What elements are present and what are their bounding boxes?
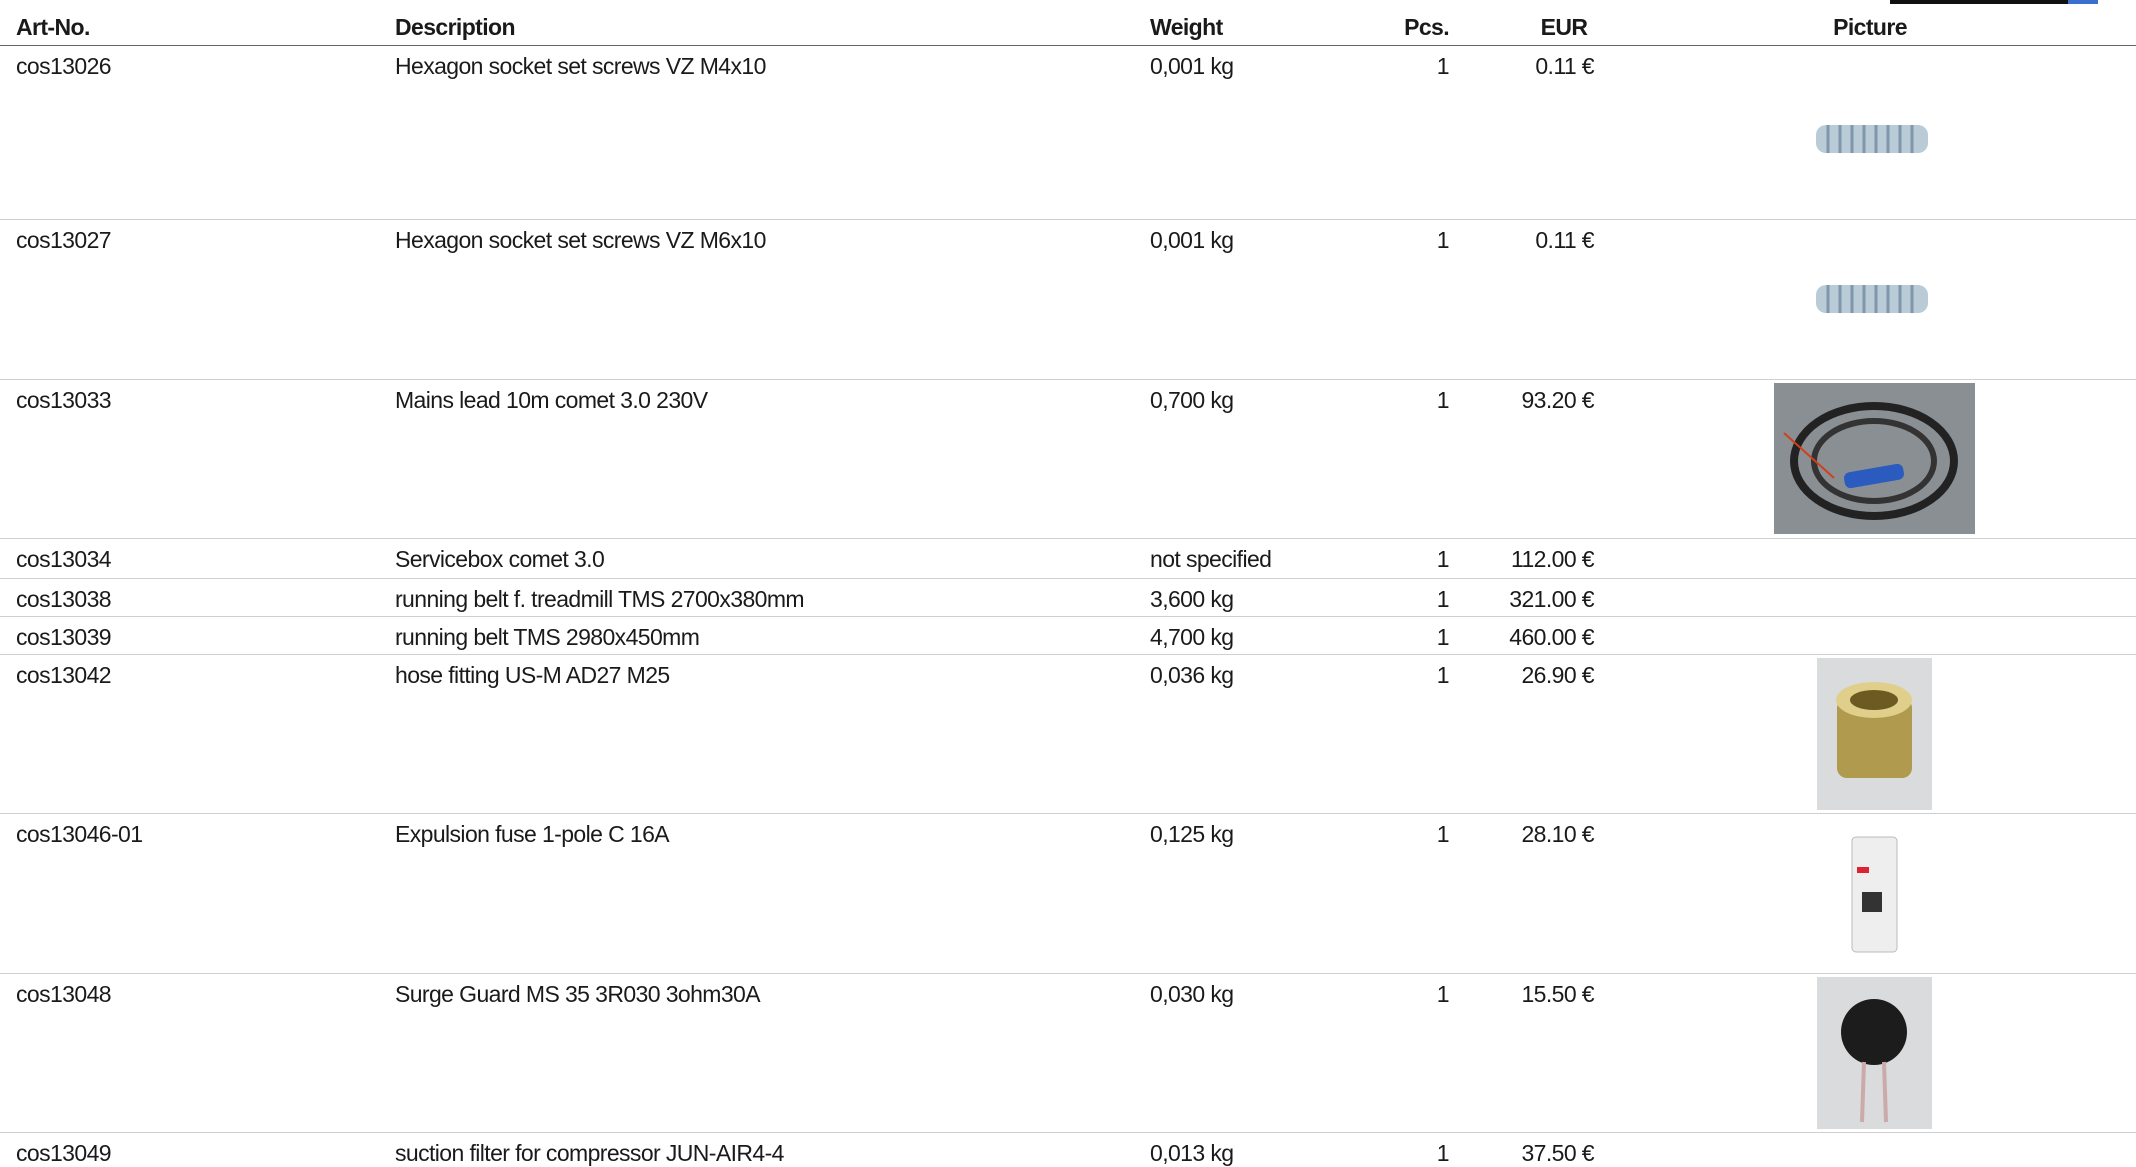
picture-cable xyxy=(1774,383,1975,534)
pieces: 1 xyxy=(1436,624,1450,650)
pieces: 1 xyxy=(1436,821,1450,847)
price: 37.50 € xyxy=(1521,1140,1594,1166)
description: Hexagon socket set screws VZ M6x10 xyxy=(395,227,766,253)
art-no: cos13034 xyxy=(16,546,112,572)
description: running belt f. treadmill TMS 2700x380mm xyxy=(395,586,805,612)
picture-varistor xyxy=(1817,977,1932,1129)
description: Surge Guard MS 35 3R030 3ohm30A xyxy=(395,981,761,1007)
price: 26.90 € xyxy=(1521,662,1594,688)
art-no: cos13039 xyxy=(16,624,112,650)
pieces: 1 xyxy=(1436,662,1450,688)
price: 0.11 € xyxy=(1535,227,1594,253)
row-divider xyxy=(0,578,2136,579)
weight: 3,600 kg xyxy=(1150,586,1234,612)
column-header: Art-No. xyxy=(16,14,90,40)
weight: 0,013 kg xyxy=(1150,1140,1234,1166)
picture-screw xyxy=(1816,125,1928,153)
weight: 4,700 kg xyxy=(1150,624,1234,650)
weight: 0,001 kg xyxy=(1150,227,1234,253)
description: Mains lead 10m comet 3.0 230V xyxy=(395,387,708,413)
art-no: cos13046-01 xyxy=(16,821,143,847)
weight: 0,030 kg xyxy=(1150,981,1234,1007)
column-header: Weight xyxy=(1150,14,1223,40)
price: 15.50 € xyxy=(1521,981,1594,1007)
weight: 0,700 kg xyxy=(1150,387,1234,413)
art-no: cos13033 xyxy=(16,387,112,413)
description: Expulsion fuse 1-pole C 16A xyxy=(395,821,670,847)
picture-screw xyxy=(1816,285,1928,313)
art-no: cos13049 xyxy=(16,1140,112,1166)
art-no: cos13038 xyxy=(16,586,112,612)
row-divider xyxy=(0,379,2136,380)
art-no: cos13042 xyxy=(16,662,112,688)
description: running belt TMS 2980x450mm xyxy=(395,624,700,650)
column-header: Picture xyxy=(1833,14,1907,40)
row-divider xyxy=(0,813,2136,814)
price: 112.00 € xyxy=(1510,546,1595,572)
picture-fitting xyxy=(1817,658,1932,810)
weight: 0,001 kg xyxy=(1150,53,1234,79)
price: 321.00 € xyxy=(1509,586,1594,612)
column-header: Description xyxy=(395,14,516,40)
price: 0.11 € xyxy=(1535,53,1594,79)
pieces: 1 xyxy=(1436,586,1450,612)
art-no: cos13026 xyxy=(16,53,112,79)
column-header: Pcs. xyxy=(1404,14,1450,40)
pieces: 1 xyxy=(1436,387,1450,413)
weight: 0,125 kg xyxy=(1150,821,1234,847)
description: Servicebox comet 3.0 xyxy=(395,546,605,572)
art-no: cos13027 xyxy=(16,227,112,253)
price: 460.00 € xyxy=(1509,624,1594,650)
price: 93.20 € xyxy=(1521,387,1594,413)
row-divider xyxy=(0,973,2136,974)
header-rule xyxy=(0,45,2136,46)
description: hose fitting US-M AD27 M25 xyxy=(395,662,670,688)
art-no: cos13048 xyxy=(16,981,112,1007)
top-bar xyxy=(1890,0,2068,4)
pieces: 1 xyxy=(1436,1140,1450,1166)
row-divider xyxy=(0,219,2136,220)
description: suction filter for compressor JUN-AIR4-4 xyxy=(395,1140,784,1166)
pieces: 1 xyxy=(1436,53,1450,79)
top-bar-accent xyxy=(2068,0,2098,4)
row-divider xyxy=(0,1132,2136,1133)
weight: not specified xyxy=(1150,546,1272,572)
row-divider xyxy=(0,538,2136,539)
weight: 0,036 kg xyxy=(1150,662,1234,688)
price: 28.10 € xyxy=(1521,821,1594,847)
row-divider xyxy=(0,616,2136,617)
picture-fuse xyxy=(1817,817,1932,969)
description: Hexagon socket set screws VZ M4x10 xyxy=(395,53,766,79)
pieces: 1 xyxy=(1436,546,1450,572)
pieces: 1 xyxy=(1436,227,1450,253)
row-divider xyxy=(0,654,2136,655)
pieces: 1 xyxy=(1436,981,1450,1007)
column-header: EUR xyxy=(1540,14,1588,40)
